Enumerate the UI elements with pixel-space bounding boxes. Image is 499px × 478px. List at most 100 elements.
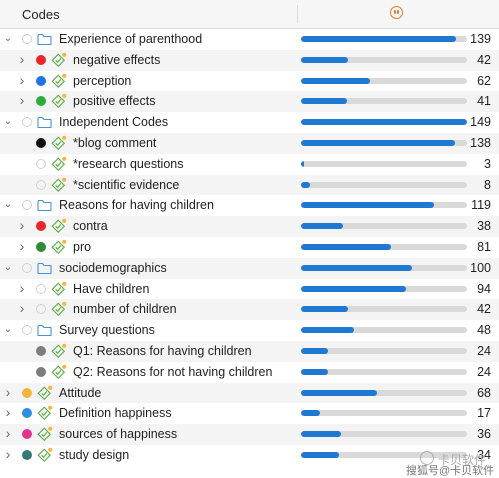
row-count: 8 — [484, 177, 491, 192]
codes-column-header[interactable]: Codes — [22, 7, 60, 22]
color-dot[interactable] — [36, 137, 46, 148]
color-dot[interactable] — [36, 283, 46, 294]
color-dot[interactable] — [22, 449, 32, 460]
color-dot[interactable] — [36, 179, 46, 190]
chevron-right-icon[interactable]: › — [19, 237, 25, 254]
chevron-down-icon[interactable]: ⌄ — [3, 199, 13, 211]
color-dot[interactable] — [36, 96, 46, 107]
color-dot[interactable] — [22, 117, 32, 128]
color-dot[interactable] — [22, 387, 32, 398]
chevron-right-icon[interactable]: › — [19, 300, 25, 317]
color-dot[interactable] — [36, 54, 46, 65]
tree-row[interactable]: › study design 34 — [0, 445, 499, 466]
tree-row[interactable]: › pro 81 — [0, 237, 499, 258]
row-count: 68 — [477, 385, 491, 400]
chevron-right-icon[interactable]: › — [19, 217, 25, 234]
color-dot[interactable] — [36, 304, 46, 315]
chevron-right-icon[interactable]: › — [5, 383, 11, 400]
frequency-bar-fill — [301, 160, 304, 167]
tree-row[interactable]: ⌄ Experience of parenthood 139 — [0, 29, 499, 50]
folder-icon — [37, 261, 52, 275]
tree-row[interactable]: › negative effects 42 — [0, 49, 499, 71]
frequency-bar-fill — [301, 327, 354, 334]
chevron-down-icon[interactable]: ⌄ — [3, 116, 13, 128]
chevron-right-icon[interactable]: › — [5, 445, 11, 462]
chevron-down-icon[interactable]: ⌄ — [3, 324, 13, 336]
frequency-bar — [301, 98, 467, 105]
color-dot[interactable] — [36, 345, 46, 356]
tree-row[interactable]: › sources of happiness 36 — [0, 424, 499, 445]
tree-row[interactable]: *scientific evidence 8 — [0, 174, 499, 196]
chevron-right-icon[interactable]: › — [19, 279, 25, 296]
color-dot[interactable] — [22, 262, 32, 273]
frequency-bar-fill — [301, 243, 391, 250]
frequency-bar — [301, 306, 467, 313]
frequency-bar-fill — [301, 36, 456, 42]
tree-row[interactable]: ⌄ Independent Codes 149 — [0, 112, 499, 133]
row-label: Q1: Reasons for having children — [73, 343, 252, 358]
row-label: negative effects — [73, 52, 161, 67]
tree-row[interactable]: › positive effects 41 — [0, 91, 499, 113]
folder-icon — [37, 198, 52, 212]
chevron-down-icon[interactable]: ⌄ — [3, 33, 13, 44]
code-icon — [51, 73, 67, 89]
color-dot[interactable] — [36, 75, 46, 86]
row-count: 62 — [477, 73, 491, 88]
row-label: Experience of parenthood — [59, 32, 203, 46]
tree-row[interactable]: › contra 38 — [0, 216, 499, 237]
tree-row[interactable]: *blog comment 138 — [0, 132, 499, 154]
color-dot[interactable] — [22, 200, 32, 211]
code-icon — [51, 343, 67, 359]
frequency-bar — [301, 368, 467, 375]
tree-row[interactable]: › number of children 42 — [0, 299, 499, 321]
color-dot[interactable] — [36, 158, 46, 169]
chevron-right-icon[interactable]: › — [19, 50, 25, 67]
watermark-icon — [420, 451, 434, 465]
frequency-bar-fill — [301, 98, 347, 105]
tree-row[interactable]: › Have children 94 — [0, 279, 499, 300]
chevron-right-icon[interactable]: › — [19, 92, 25, 109]
code-icon — [51, 239, 67, 255]
row-label: study design — [59, 447, 130, 462]
tree-row[interactable]: › Attitude 68 — [0, 382, 499, 404]
frequency-bar-fill — [301, 347, 328, 354]
frequency-bar-fill — [301, 139, 455, 146]
row-count: 138 — [470, 135, 491, 150]
chevron-right-icon[interactable]: › — [19, 71, 25, 88]
frequency-bar-fill — [301, 223, 343, 230]
row-label: contra — [73, 219, 108, 234]
tree-row[interactable]: ⌄ sociodemographics 100 — [0, 257, 499, 279]
chevron-down-icon[interactable]: ⌄ — [3, 261, 13, 273]
tree-row[interactable]: *research questions 3 — [0, 154, 499, 175]
color-dot[interactable] — [22, 34, 32, 44]
color-dot[interactable] — [36, 221, 46, 232]
row-label: Q2: Reasons for not having children — [73, 364, 273, 379]
folder-icon — [37, 32, 52, 46]
row-count: 41 — [477, 94, 491, 109]
row-label: Attitude — [59, 385, 102, 400]
color-dot[interactable] — [22, 429, 32, 440]
row-label: *research questions — [73, 156, 184, 171]
frequency-bar-fill — [301, 451, 339, 458]
code-icon — [51, 281, 67, 297]
chevron-right-icon[interactable]: › — [5, 404, 11, 421]
color-dot[interactable] — [36, 241, 46, 252]
tree-row[interactable]: ⌄ Survey questions 48 — [0, 320, 499, 341]
tree-row[interactable]: › Definition happiness 17 — [0, 403, 499, 424]
tree-row[interactable]: ⌄ Reasons for having children 119 — [0, 195, 499, 216]
code-icon — [51, 218, 67, 234]
frequency-bar — [301, 451, 467, 458]
tree-row[interactable]: › perception 62 — [0, 71, 499, 92]
frequency-bar — [301, 77, 467, 84]
color-dot[interactable] — [22, 408, 32, 419]
code-icon — [51, 156, 67, 172]
frequency-icon[interactable] — [390, 6, 403, 19]
frequency-bar — [301, 36, 467, 42]
color-dot[interactable] — [22, 325, 32, 336]
color-dot[interactable] — [36, 366, 46, 377]
frequency-bar-fill — [301, 264, 412, 271]
chevron-right-icon[interactable]: › — [5, 425, 11, 442]
column-divider[interactable] — [297, 5, 298, 23]
tree-row[interactable]: Q1: Reasons for having children 24 — [0, 340, 499, 362]
tree-row[interactable]: Q2: Reasons for not having children 24 — [0, 362, 499, 383]
